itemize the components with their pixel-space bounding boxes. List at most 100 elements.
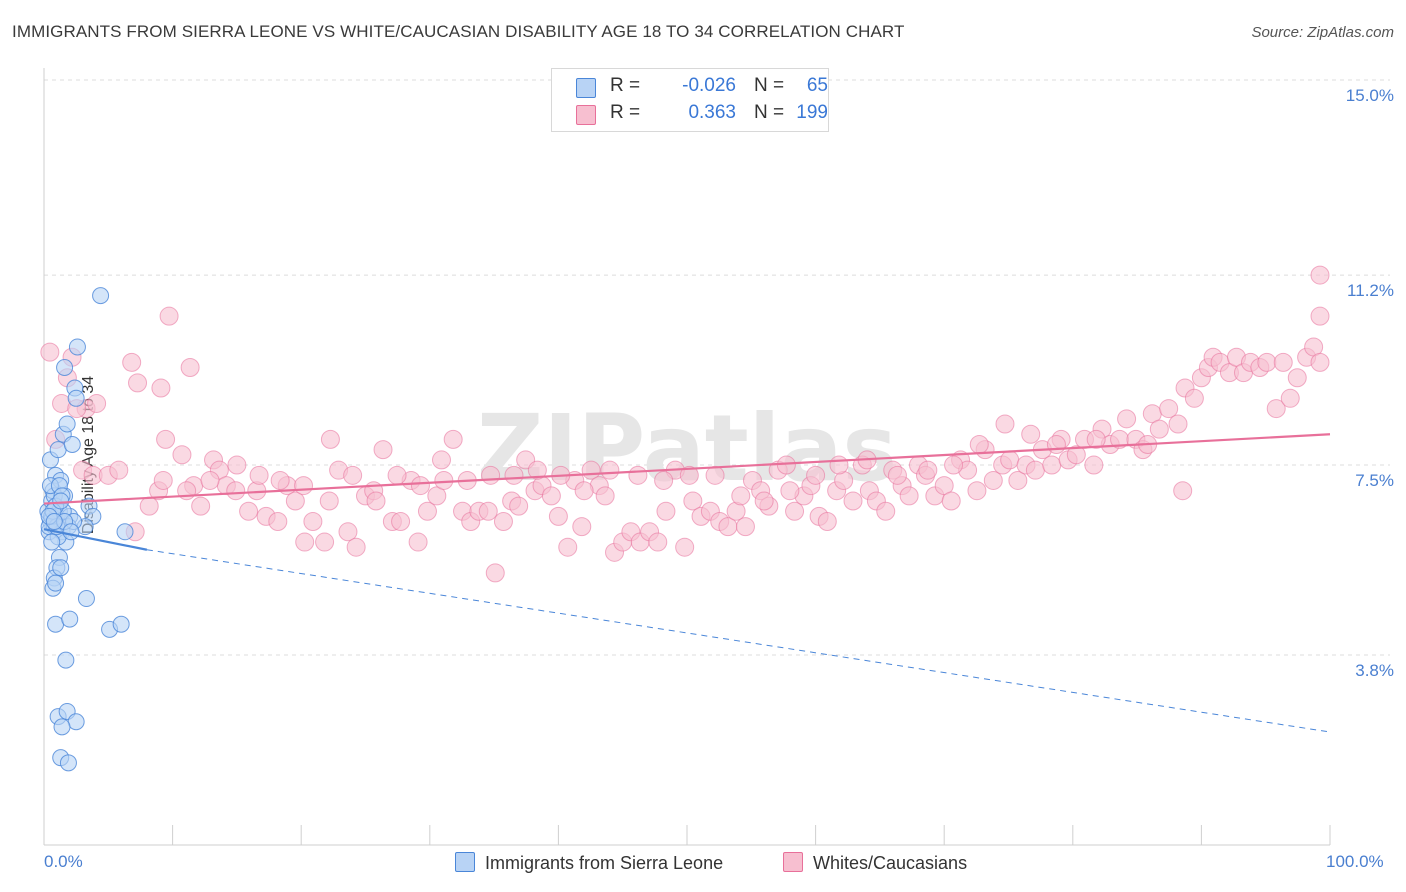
point-sierra-leone <box>49 441 67 459</box>
point-whites <box>600 460 620 480</box>
x-tick-min: 0.0% <box>44 852 83 871</box>
point-whites <box>1086 429 1106 449</box>
series-sierra-leone-points <box>39 287 134 772</box>
point-sierra-leone <box>43 533 61 551</box>
point-whites <box>410 476 430 496</box>
point-whites <box>268 512 288 532</box>
legend-n-label: N = <box>754 75 785 96</box>
point-whites <box>417 501 437 521</box>
chart-title: IMMIGRANTS FROM SIERRA LEONE VS WHITE/CA… <box>12 22 905 41</box>
point-whites <box>541 486 561 506</box>
point-whites <box>574 481 594 501</box>
point-whites <box>1117 409 1137 429</box>
point-whites <box>1280 388 1300 408</box>
point-whites <box>338 522 358 542</box>
point-whites <box>122 352 142 372</box>
point-whites <box>1273 352 1293 372</box>
legend-n-label: N = <box>754 102 785 123</box>
point-whites <box>648 532 668 552</box>
bottom-legend-label: Whites/Caucasians <box>813 853 968 873</box>
point-sierra-leone <box>47 615 65 633</box>
point-whites <box>87 393 107 413</box>
trend-line-sierra-leone <box>43 528 148 551</box>
point-sierra-leone <box>63 436 81 454</box>
point-whites <box>408 532 428 552</box>
point-whites <box>40 342 60 362</box>
point-whites <box>270 470 290 490</box>
point-whites <box>918 460 938 480</box>
legend-swatch-blue <box>576 78 596 98</box>
point-whites <box>829 455 849 475</box>
point-whites <box>572 517 592 537</box>
point-whites <box>1008 470 1028 490</box>
point-whites <box>366 491 386 511</box>
point-whites <box>1159 399 1179 419</box>
point-whites <box>683 491 703 511</box>
trend-lines <box>43 433 1331 733</box>
point-whites <box>285 491 305 511</box>
point-whites <box>180 358 200 377</box>
point-sierra-leone <box>92 287 110 305</box>
bottom-legend-label: Immigrants from Sierra Leone <box>485 853 724 873</box>
point-whites <box>315 532 335 552</box>
y-tick-label: 15.0% <box>1345 86 1394 105</box>
point-whites <box>109 460 129 480</box>
point-whites <box>320 429 340 449</box>
point-whites <box>1310 306 1330 326</box>
point-whites <box>319 491 339 511</box>
point-whites <box>151 378 171 398</box>
point-whites <box>558 537 578 557</box>
point-whites <box>249 465 269 485</box>
point-whites <box>675 537 695 557</box>
legend-r-value: 0.363 <box>688 102 736 123</box>
grid-lines <box>44 79 1390 656</box>
point-sierra-leone <box>45 513 63 531</box>
point-whites <box>509 496 529 516</box>
point-whites <box>295 532 315 552</box>
point-sierra-leone <box>58 415 76 433</box>
legend-n-value: 65 <box>806 75 828 96</box>
point-whites <box>128 373 148 393</box>
point-sierra-leone <box>47 574 65 592</box>
point-sierra-leone <box>57 651 75 669</box>
point-whites <box>443 429 463 449</box>
point-sierra-leone <box>53 718 71 736</box>
legend-swatch-pink <box>576 105 596 125</box>
point-whites <box>1310 352 1330 372</box>
point-whites <box>434 470 454 490</box>
point-whites <box>1168 414 1188 434</box>
point-whites <box>139 496 159 516</box>
point-sierra-leone <box>56 359 74 376</box>
point-whites <box>156 429 176 449</box>
point-whites <box>387 465 407 485</box>
bottom-legend-whites: Whites/Caucasians <box>783 852 967 874</box>
point-whites <box>1000 450 1020 470</box>
point-sierra-leone <box>62 523 80 541</box>
point-whites <box>941 491 961 511</box>
legend-r-label: R = <box>610 102 641 123</box>
point-whites <box>754 491 774 511</box>
point-sierra-leone <box>68 338 86 356</box>
point-whites <box>493 512 513 532</box>
point-whites <box>391 512 411 532</box>
trend-line-sierra-leone-extended <box>146 549 1331 733</box>
point-whites <box>1042 455 1062 475</box>
stats-legend: R = -0.026 N = 65 R = 0.363 N = 199 <box>551 68 829 132</box>
point-whites <box>191 496 211 516</box>
point-whites <box>1046 435 1066 455</box>
point-whites <box>239 501 259 521</box>
bottom-legend-swatch-pink <box>783 852 803 872</box>
point-sierra-leone <box>67 713 85 731</box>
point-whites <box>1173 481 1193 501</box>
point-whites <box>548 506 568 526</box>
legend-n-value: 199 <box>796 102 828 123</box>
point-whites <box>656 501 676 521</box>
point-sierra-leone <box>59 754 77 772</box>
point-whites <box>527 460 547 480</box>
point-whites <box>294 476 314 496</box>
point-whites <box>654 470 674 490</box>
point-whites <box>944 455 964 475</box>
point-whites <box>200 470 220 490</box>
point-whites <box>1287 368 1307 388</box>
